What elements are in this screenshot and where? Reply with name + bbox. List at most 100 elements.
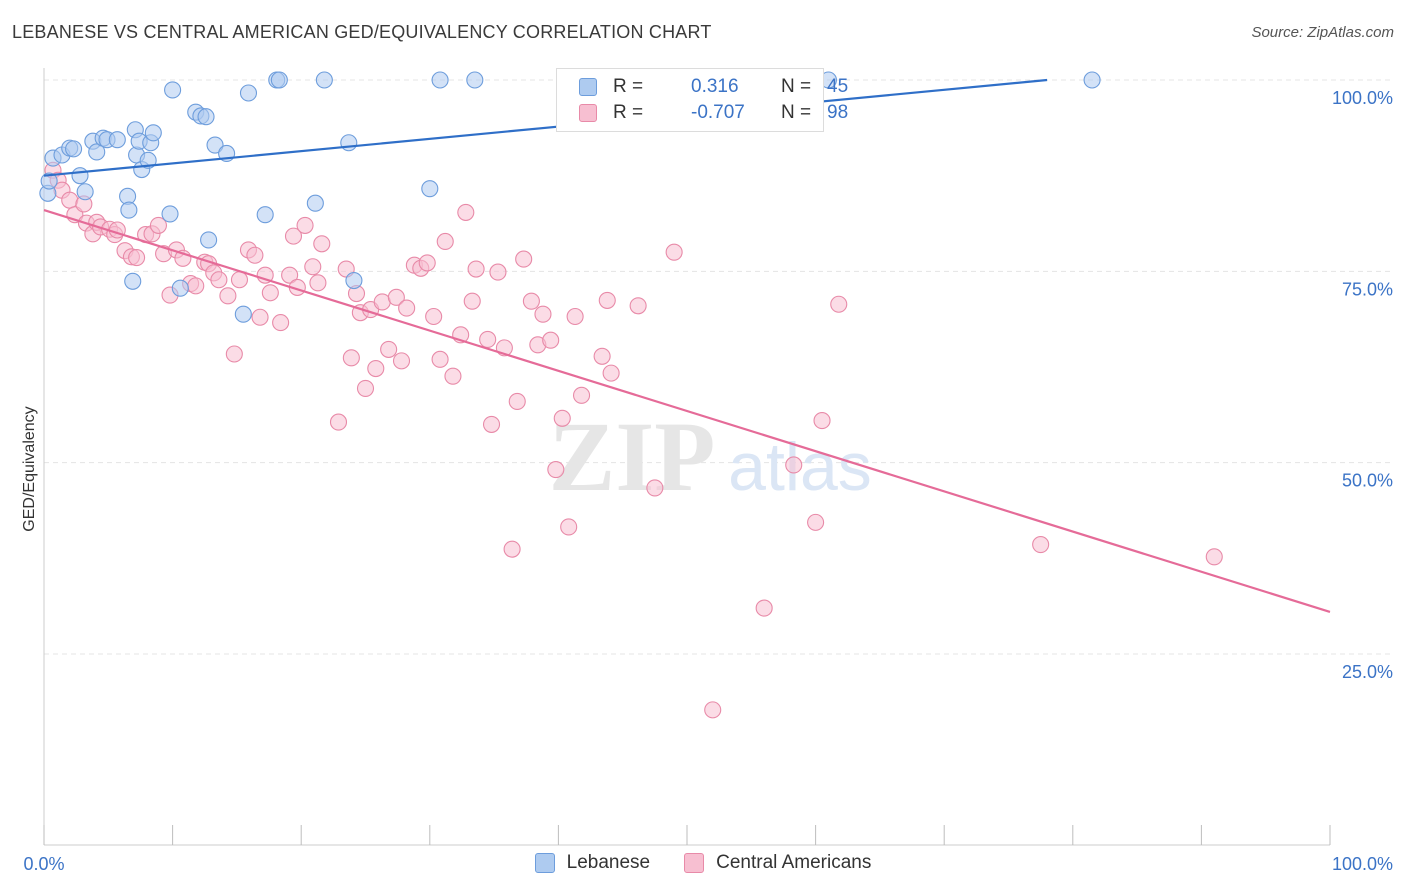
lebanese-point: [345, 271, 363, 290]
lebanese-point: [206, 136, 224, 154]
central-american-point: [380, 340, 398, 358]
central-american-point: [387, 288, 405, 306]
central-american-point: [436, 232, 454, 251]
central-american-point: [482, 415, 501, 433]
lebanese-point: [65, 140, 83, 158]
lebanese-point: [315, 71, 333, 89]
lebanese-point: [431, 71, 449, 89]
central-american-point: [149, 216, 168, 234]
legend-r-value: -0.707: [691, 102, 745, 123]
central-american-point: [830, 295, 848, 313]
central-american-point: [398, 299, 416, 317]
lebanese-point: [171, 279, 189, 297]
central-american-point: [522, 292, 540, 310]
central-american-point: [542, 331, 560, 349]
x-tick-label: 0.0%: [23, 854, 64, 874]
central-american-point: [807, 513, 825, 531]
y-tick-label: 50.0%: [1342, 471, 1393, 491]
legend-swatch-blue: [579, 78, 597, 96]
lebanese-point: [256, 206, 274, 224]
central-american-point: [246, 246, 264, 264]
lebanese-point: [120, 201, 138, 219]
lebanese-point-group: [39, 71, 1101, 323]
lebanese-point: [144, 124, 162, 142]
legend-row-central-americans: R = -0.707 N = 98: [579, 101, 848, 125]
central-american-point: [256, 266, 274, 284]
source-label: Source: ZipAtlas.com: [1251, 24, 1394, 41]
central-american-point: [304, 258, 322, 276]
lebanese-point: [306, 194, 324, 212]
lebanese-point: [270, 71, 288, 89]
central-american-point: [272, 314, 290, 332]
central-american-point: [230, 271, 249, 289]
lebanese-point: [200, 231, 218, 249]
central-american-trend-line: [43, 209, 1331, 613]
central-american-point: [553, 409, 571, 427]
lebanese-point: [1083, 71, 1101, 89]
central-american-point: [444, 367, 462, 385]
central-american-point: [373, 293, 391, 311]
central-american-point: [602, 364, 620, 382]
series-legend-lebanese[interactable]: Lebanese: [534, 852, 650, 874]
legend-n-value: 98: [827, 102, 849, 123]
central-american-point: [1032, 536, 1050, 554]
legend-r-label: R =: [613, 102, 644, 123]
central-american-point: [210, 271, 228, 289]
lebanese-point: [40, 172, 58, 190]
lebanese-trend-line: [43, 78, 1048, 177]
central-american-point: [356, 379, 375, 397]
stats-legend: R = 0.316 N = 45 R = -0.707 N = 98: [556, 68, 848, 132]
central-american-point: [503, 540, 521, 558]
central-american-point: [284, 227, 303, 245]
central-american-point: [128, 249, 146, 267]
watermark-zip: ZIP: [549, 401, 716, 512]
series-legend-central-americans[interactable]: Central Americans: [684, 852, 871, 874]
central-american-point: [431, 350, 449, 368]
legend-n-label: N =: [781, 76, 812, 97]
central-american-point: [296, 216, 314, 234]
legend-swatch-pink: [579, 104, 597, 122]
central-american-point: [187, 277, 205, 295]
central-american-point: [515, 250, 533, 268]
lebanese-point: [197, 108, 215, 126]
central-american-point: [813, 412, 831, 430]
central-american-point: [463, 292, 481, 310]
central-american-point: [665, 243, 683, 261]
central-american-point: [1205, 548, 1223, 566]
central-american-point: [225, 345, 243, 363]
central-american-point: [598, 291, 616, 309]
central-american-point: [704, 701, 722, 719]
series-name: Central Americans: [716, 852, 872, 873]
lebanese-point: [76, 183, 94, 201]
central-american-point: [785, 456, 803, 474]
central-american-point: [342, 349, 360, 367]
central-american-point: [479, 330, 497, 348]
central-american-point: [560, 518, 578, 536]
central-american-point: [61, 191, 79, 209]
lebanese-point: [340, 134, 358, 152]
central-american-point-group: [44, 161, 1223, 719]
lebanese-point: [161, 205, 179, 223]
series-legend: Lebanese Central Americans: [0, 852, 1406, 874]
central-american-point: [219, 287, 237, 305]
central-american-point: [367, 359, 385, 378]
central-american-point: [418, 254, 436, 272]
lebanese-point: [164, 81, 182, 99]
y-tick-label: 75.0%: [1342, 279, 1393, 299]
lebanese-point: [421, 180, 439, 198]
central-american-point: [593, 347, 611, 365]
central-american-point: [467, 260, 485, 278]
central-american-point: [547, 461, 565, 479]
legend-r-value: 0.316: [691, 76, 739, 97]
lebanese-point: [88, 143, 106, 161]
central-american-point: [534, 305, 552, 323]
central-american-point: [281, 266, 299, 284]
central-american-point: [392, 352, 411, 370]
x-tick-label: 100.0%: [1332, 854, 1393, 874]
lebanese-point: [108, 131, 126, 149]
lebanese-point: [234, 305, 252, 323]
lebanese-point: [71, 167, 89, 185]
series-swatch-pink: [684, 853, 705, 873]
series-swatch-blue: [534, 853, 555, 873]
